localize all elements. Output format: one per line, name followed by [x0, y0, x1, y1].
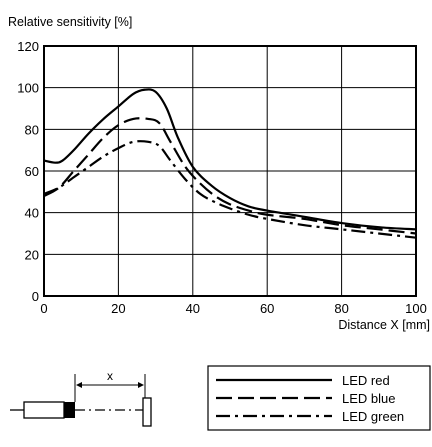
x-tick-label: 60 — [260, 301, 274, 316]
x-tick-label: 40 — [186, 301, 200, 316]
y-tick-label: 60 — [25, 164, 39, 179]
sensor-sketch: x — [10, 369, 152, 427]
dim-label: x — [107, 369, 113, 383]
tick-labels: 0 20 40 60 80 100 0 20 40 60 80 100 120 — [17, 39, 427, 316]
plot-frame — [43, 45, 417, 297]
legend-label-led-blue: LED blue — [342, 391, 395, 406]
series-line-led-blue — [43, 117, 417, 235]
x-tick-label: 20 — [111, 301, 125, 316]
dim-arrow-right — [138, 382, 144, 388]
series-lines — [43, 88, 417, 239]
sensor-body — [23, 401, 65, 419]
y-tick-label: 120 — [17, 39, 39, 54]
y-axis-title: Relative sensitivity [%] — [8, 15, 132, 29]
series-line-led-green — [43, 140, 417, 239]
legend-label-led-red: LED red — [342, 373, 390, 388]
y-tick-label: 100 — [17, 81, 39, 96]
y-tick-label: 0 — [32, 289, 39, 304]
sensor-lens — [64, 402, 75, 418]
x-tick-label: 80 — [334, 301, 348, 316]
y-tick-label: 80 — [25, 122, 39, 137]
y-tick-label: 40 — [25, 206, 39, 221]
x-tick-label: 0 — [40, 301, 47, 316]
legend-label-led-green: LED green — [342, 409, 404, 424]
legend: LED red LED blue LED green — [207, 365, 431, 431]
x-tick-label: 100 — [405, 301, 427, 316]
grid — [44, 46, 416, 296]
dim-arrow-left — [76, 382, 82, 388]
target-plate — [142, 397, 152, 427]
series-line-led-red — [43, 88, 417, 231]
x-axis-title: Distance X [mm] — [338, 318, 430, 332]
y-tick-label: 20 — [25, 247, 39, 262]
